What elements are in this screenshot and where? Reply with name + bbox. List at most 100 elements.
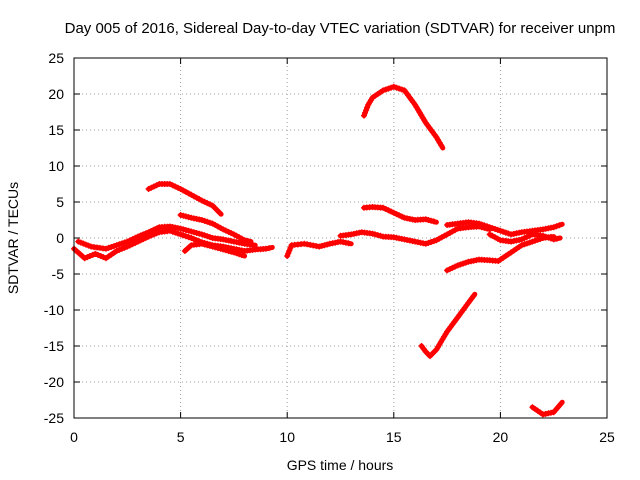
data-point-marker: [390, 83, 397, 90]
data-point-marker: [428, 239, 435, 245]
series-arc-13: [418, 291, 478, 360]
data-point-marker: [236, 251, 243, 258]
data-point-marker: [470, 293, 477, 300]
data-point-marker: [201, 241, 208, 248]
y-tick-label: -20: [44, 374, 64, 390]
data-point-marker: [81, 255, 88, 262]
data-point-marker: [228, 248, 235, 255]
data-point-marker: [526, 232, 533, 239]
data-point-marker: [113, 248, 120, 254]
data-point-marker: [222, 247, 229, 254]
data-point-marker: [105, 244, 112, 251]
data-point-marker: [532, 237, 538, 244]
data-point-marker: [363, 107, 370, 114]
data-point-marker: [182, 213, 189, 220]
data-point-marker: [190, 236, 197, 243]
data-point-marker: [361, 112, 367, 119]
x-tick-labels: 0 5 10 15 20 25: [70, 429, 615, 445]
data-point-marker: [449, 264, 456, 271]
data-point-marker: [132, 239, 139, 246]
data-point-marker: [497, 227, 504, 234]
data-point-marker: [540, 232, 546, 239]
data-point-marker: [150, 183, 157, 190]
data-point-marker: [318, 242, 325, 249]
y-tick-label: -10: [44, 302, 64, 318]
y-tick-label: -15: [44, 338, 64, 354]
data-point-marker: [201, 217, 208, 224]
series-arc-2: [75, 223, 258, 252]
data-point-marker: [345, 240, 352, 247]
data-point-marker: [374, 232, 381, 239]
data-point-marker: [198, 197, 205, 204]
grid: [74, 58, 607, 418]
y-tick-label: 25: [48, 50, 64, 66]
data-point-marker: [505, 230, 512, 237]
data-point-marker: [478, 221, 485, 228]
data-point-marker: [362, 109, 368, 116]
x-tick-label: 25: [599, 429, 615, 445]
data-point-marker: [95, 251, 101, 258]
y-tick-label: 15: [48, 122, 64, 138]
series-arc-8: [361, 204, 439, 225]
data-point-marker: [214, 245, 221, 252]
data-point-marker: [502, 229, 509, 236]
data-point-marker: [108, 244, 115, 250]
data-point-marker: [206, 219, 213, 226]
data-point-marker: [518, 236, 525, 243]
data-point-marker: [286, 247, 293, 254]
data-point-marker: [486, 224, 493, 231]
data-point-marker: [553, 223, 560, 230]
data-point-marker: [321, 242, 328, 249]
data-point-marker: [150, 226, 157, 233]
data-point-marker: [550, 224, 557, 231]
data-point-marker: [97, 253, 104, 259]
data-point-marker: [121, 239, 128, 246]
data-point-marker: [284, 253, 291, 259]
data-point-marker: [169, 182, 176, 189]
x-tick-label: 15: [386, 429, 402, 445]
data-point-marker: [177, 212, 184, 218]
data-point-marker: [92, 250, 99, 257]
data-point-marker: [428, 217, 435, 224]
data-point-marker: [438, 142, 445, 149]
data-point-marker: [388, 208, 395, 215]
y-tick-label: -25: [44, 410, 64, 426]
data-point-marker: [182, 233, 189, 240]
series-line: [146, 181, 224, 217]
data-point-marker: [206, 234, 213, 241]
data-point-marker: [201, 232, 208, 239]
series-arc-5: [181, 240, 248, 259]
data-point-marker: [174, 184, 181, 191]
data-point-marker: [518, 242, 525, 249]
data-point-marker: [228, 230, 235, 237]
data-point-marker: [364, 104, 371, 111]
data-point-marker: [121, 244, 128, 251]
data-point-marker: [132, 234, 139, 241]
series-arc-6: [284, 238, 354, 259]
y-tick-label: 0: [56, 230, 64, 246]
data-point-marker: [241, 237, 248, 244]
data-point-marker: [230, 249, 237, 256]
data-point-marker: [89, 251, 96, 258]
y-tick-labels: -25 -20 -15 -10 -5 0 5 10 15 20 25: [44, 50, 64, 426]
data-point-marker: [177, 225, 184, 232]
x-tick-label: 0: [70, 429, 78, 445]
data-point-marker: [396, 85, 403, 92]
data-point-marker: [129, 236, 136, 243]
data-point-marker: [481, 222, 488, 229]
data-point-marker: [526, 239, 533, 246]
data-point-marker: [550, 236, 557, 243]
data-point-marker: [390, 209, 397, 216]
series-arc-10: [444, 219, 565, 238]
data-point-marker: [206, 242, 213, 249]
series-arc-9: [361, 83, 446, 151]
data-point-marker: [145, 186, 152, 192]
data-point-marker: [398, 86, 405, 93]
data-point-marker: [198, 231, 205, 238]
data-point-marker: [222, 227, 229, 234]
data-point-marker: [244, 237, 251, 244]
x-tick-label: 5: [177, 429, 185, 445]
y-tick-label: 10: [48, 158, 64, 174]
data-point-marker: [556, 222, 563, 229]
